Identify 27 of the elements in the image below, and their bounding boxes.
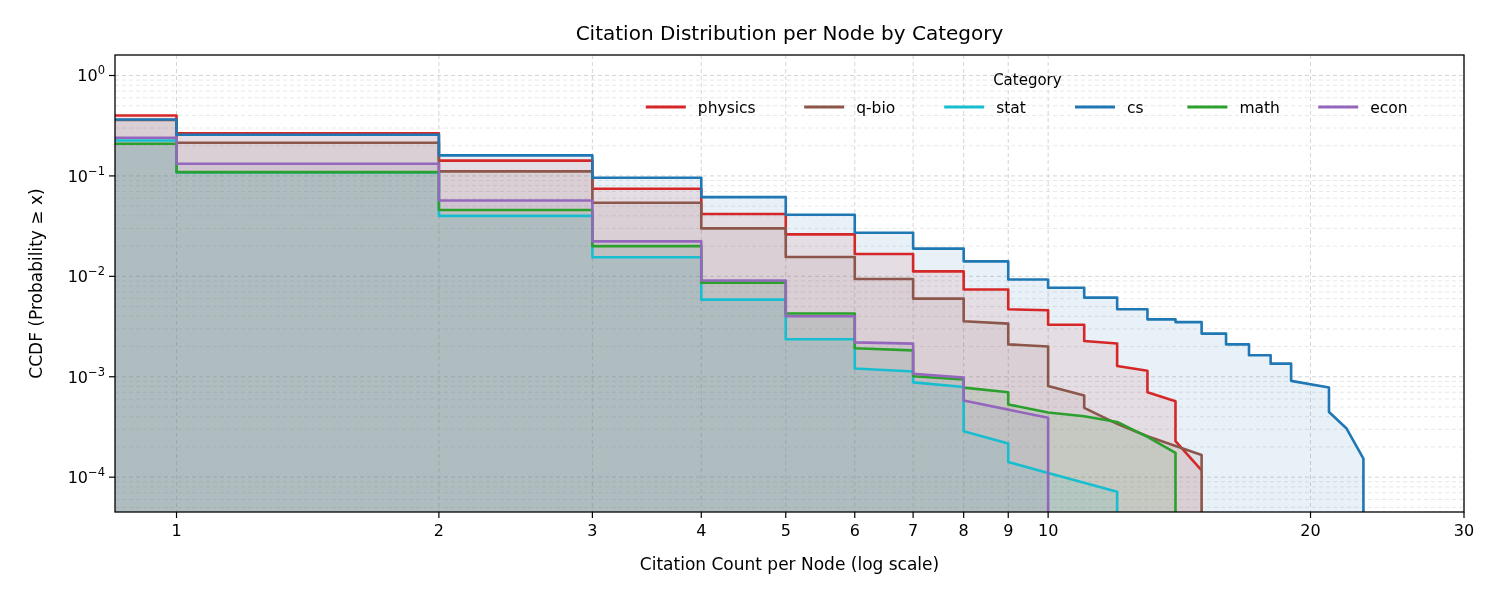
legend-label: q-bio [856, 98, 896, 117]
x-axis-title: Citation Count per Node (log scale) [639, 554, 940, 574]
legend-label: math [1239, 98, 1280, 117]
x-tick-label: 4 [696, 521, 707, 540]
x-tick-label: 10 [1037, 521, 1059, 540]
x-tick-label: 9 [1003, 521, 1014, 540]
y-axis-title: CCDF (Probability ≥ x) [26, 188, 46, 379]
x-tick-label: 8 [958, 521, 969, 540]
x-tick-label: 7 [908, 521, 919, 540]
legend-label: stat [996, 98, 1026, 117]
x-tick-label: 1 [171, 521, 182, 540]
x-tick-label: 30 [1453, 521, 1475, 540]
y-tick-label: 10$^{−2}$ [67, 264, 105, 287]
y-tick-label: 10$^{−1}$ [67, 163, 105, 186]
legend-label: econ [1370, 98, 1408, 117]
chart-title: Citation Distribution per Node by Category [575, 21, 1004, 45]
x-tick-label: 6 [849, 521, 860, 540]
legend-label: cs [1127, 98, 1144, 117]
y-tick-label: 10$^{−3}$ [67, 364, 105, 387]
legend-title: Category [993, 71, 1062, 89]
x-tick-label: 5 [780, 521, 791, 540]
y-tick-label: 10$^{−4}$ [67, 465, 105, 488]
y-tick-label: 10$^{0}$ [77, 63, 105, 86]
x-tick-label: 20 [1300, 521, 1321, 540]
legend-label: physics [697, 98, 756, 117]
x-tick-label: 2 [433, 521, 444, 540]
x-tick-label: 3 [587, 521, 598, 540]
